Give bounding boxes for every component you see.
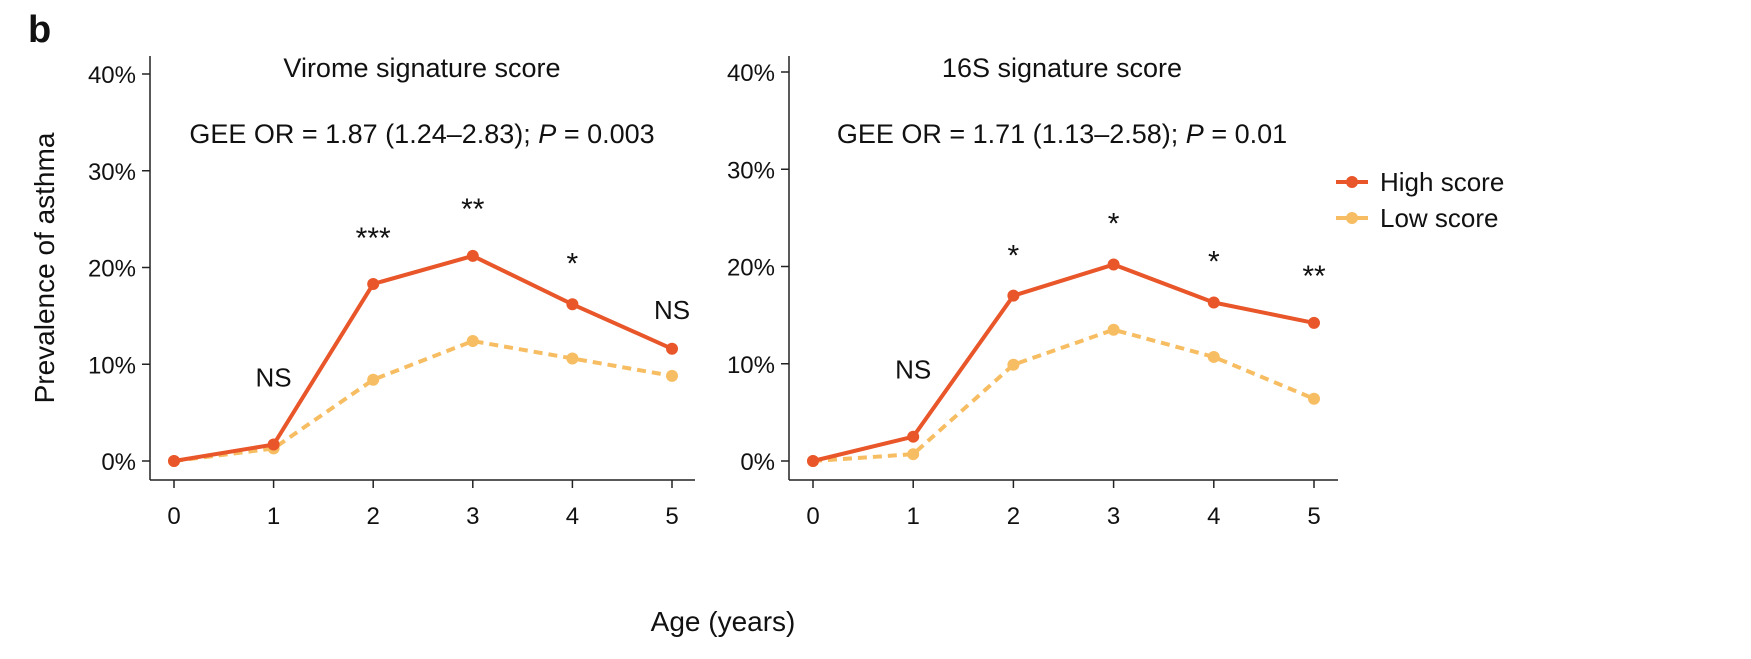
significance-annotation: ** bbox=[461, 193, 485, 226]
x-tick-label: 3 bbox=[1107, 503, 1120, 530]
panel-label: b bbox=[28, 9, 51, 51]
y-tick-label: 20% bbox=[88, 256, 136, 283]
significance-annotation: NS bbox=[256, 363, 292, 393]
data-point bbox=[1308, 316, 1320, 329]
data-point bbox=[1107, 258, 1120, 271]
data-point bbox=[1308, 392, 1320, 405]
significance-annotation: * bbox=[1208, 245, 1220, 278]
x-axis-label: Age (years) bbox=[651, 606, 796, 637]
chart-virome: Virome signature score GEE OR = 1.87 (1.… bbox=[88, 53, 695, 530]
chart-title: 16S signature score bbox=[942, 53, 1182, 83]
data-point bbox=[1207, 296, 1220, 309]
y-tick-label: 20% bbox=[727, 255, 775, 282]
data-point bbox=[367, 277, 380, 290]
legend-marker bbox=[1346, 212, 1358, 224]
y-tick-label: 40% bbox=[727, 60, 775, 87]
y-tick-label: 30% bbox=[88, 159, 136, 186]
data-point bbox=[1207, 350, 1220, 363]
y-tick-label: 10% bbox=[88, 352, 136, 379]
x-tick-label: 2 bbox=[367, 503, 380, 530]
significance-annotation: * bbox=[567, 247, 579, 280]
x-tick-label: 1 bbox=[267, 503, 280, 530]
x-tick-label: 5 bbox=[665, 503, 678, 530]
y-axis-label: Prevalence of asthma bbox=[29, 132, 60, 403]
data-point bbox=[466, 249, 479, 262]
data-point bbox=[666, 342, 678, 355]
y-tick-label: 0% bbox=[740, 449, 775, 476]
data-point bbox=[566, 298, 579, 311]
legend-marker bbox=[1346, 176, 1358, 188]
significance-annotation: *** bbox=[356, 222, 391, 255]
data-point bbox=[1007, 289, 1020, 302]
series-line-low-score bbox=[173, 339, 673, 463]
chart-subtitle: GEE OR = 1.87 (1.24–2.83); P = 0.003 bbox=[189, 119, 654, 149]
x-tick-label: 0 bbox=[167, 503, 180, 530]
chart-title: Virome signature score bbox=[283, 53, 560, 83]
x-tick-label: 4 bbox=[566, 503, 579, 530]
data-point bbox=[267, 438, 280, 451]
data-point bbox=[168, 455, 180, 467]
series-line-high-score bbox=[173, 253, 673, 463]
y-tick-label: 40% bbox=[88, 62, 136, 89]
data-point bbox=[367, 373, 380, 386]
data-point bbox=[1007, 358, 1020, 371]
legend-label: High score bbox=[1380, 167, 1504, 197]
x-tick-label: 1 bbox=[907, 503, 920, 530]
x-tick-label: 0 bbox=[806, 503, 819, 530]
y-tick-label: 10% bbox=[727, 352, 775, 379]
legend: High score Low score bbox=[1336, 167, 1504, 233]
y-tick-label: 30% bbox=[727, 157, 775, 184]
x-tick-label: 2 bbox=[1007, 503, 1020, 530]
data-point bbox=[666, 369, 678, 382]
y-tick-label: 0% bbox=[101, 449, 136, 476]
chart-16s: 16S signature score GEE OR = 1.71 (1.13–… bbox=[727, 53, 1338, 530]
data-point bbox=[466, 335, 479, 348]
data-point bbox=[566, 352, 579, 365]
data-point bbox=[907, 430, 920, 443]
series-line-high-score bbox=[812, 262, 1315, 463]
significance-annotation: ** bbox=[1302, 260, 1326, 293]
data-point bbox=[907, 448, 920, 461]
significance-annotation: NS bbox=[895, 355, 931, 385]
x-tick-label: 5 bbox=[1307, 503, 1320, 530]
series-line-low-score bbox=[812, 327, 1315, 463]
legend-label: Low score bbox=[1380, 203, 1499, 233]
x-tick-label: 3 bbox=[466, 503, 479, 530]
data-point bbox=[807, 455, 819, 467]
significance-annotation: * bbox=[1008, 240, 1020, 273]
x-tick-label: 4 bbox=[1207, 503, 1220, 530]
significance-annotation: * bbox=[1108, 208, 1120, 241]
significance-annotation: NS bbox=[654, 295, 690, 325]
data-point bbox=[1107, 323, 1120, 336]
chart-subtitle: GEE OR = 1.71 (1.13–2.58); P = 0.01 bbox=[837, 119, 1287, 149]
